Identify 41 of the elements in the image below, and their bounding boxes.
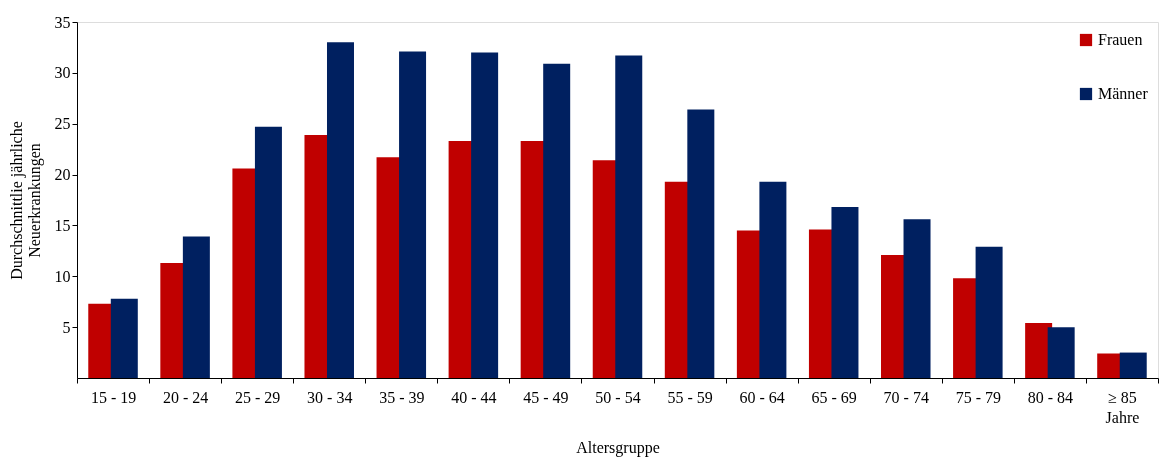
x-tick-label: 50 - 54 xyxy=(595,388,641,406)
x-tick-label: 55 - 59 xyxy=(667,388,713,406)
y-tick-label: 5 xyxy=(62,318,71,336)
x-axis-title: Altersgruppe xyxy=(576,438,660,457)
y-tick-label: 20 xyxy=(54,166,71,184)
y-tick-label: 25 xyxy=(54,115,71,133)
x-tick-label: 20 - 24 xyxy=(162,388,209,406)
y-tick-label: 30 xyxy=(54,64,71,82)
bar xyxy=(903,219,931,378)
x-tick-label: 65 - 69 xyxy=(811,388,857,406)
bar xyxy=(759,181,787,378)
bar xyxy=(615,55,643,378)
bar xyxy=(1119,352,1147,378)
x-tick-label: 45 - 49 xyxy=(523,388,569,406)
x-tick-label: 25 - 29 xyxy=(235,388,281,406)
legend-label: Frauen xyxy=(1098,31,1143,48)
x-tick-label: 30 - 34 xyxy=(307,388,353,406)
x-tick-label: 15 - 19 xyxy=(90,388,137,406)
legend-label: Männer xyxy=(1098,85,1149,102)
bar xyxy=(975,246,1003,378)
bar xyxy=(182,236,210,378)
x-tick-label: 75 - 79 xyxy=(955,388,1001,406)
bar xyxy=(831,207,859,378)
bar xyxy=(110,298,138,378)
x-tick-label: 40 - 44 xyxy=(451,388,497,406)
x-tick-label: 80 - 84 xyxy=(1027,388,1074,406)
x-tick-label: 35 - 39 xyxy=(379,388,425,406)
x-tick-label: 70 - 74 xyxy=(883,388,929,406)
y-axis-title: Durchschnittlie jährliche Neuerkrankungen xyxy=(7,121,44,280)
bar xyxy=(254,126,282,378)
y-tick-label: 15 xyxy=(54,216,71,234)
bar xyxy=(543,63,571,378)
x-tick-label: ≥ 85 Jahre xyxy=(1105,388,1140,426)
bar xyxy=(326,42,354,378)
bar xyxy=(1047,327,1075,378)
y-tick-label: 35 xyxy=(54,13,71,31)
bar xyxy=(399,51,427,378)
y-tick-label: 10 xyxy=(54,267,71,285)
x-tick-label: 60 - 64 xyxy=(739,388,785,406)
bar xyxy=(471,52,499,378)
bar xyxy=(687,109,715,378)
